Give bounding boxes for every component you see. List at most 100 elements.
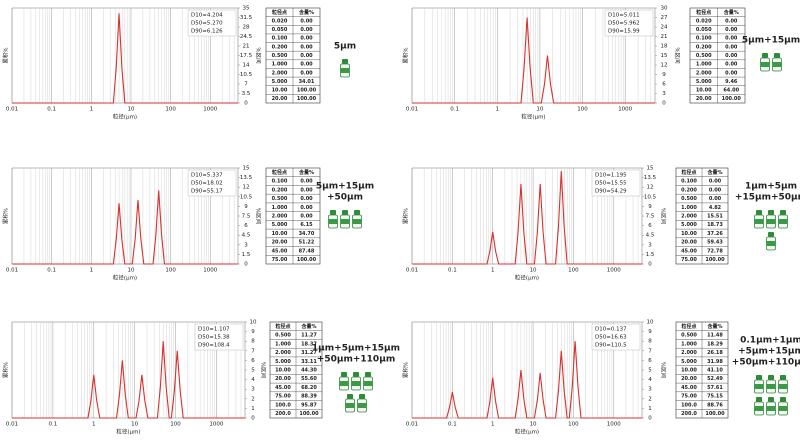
- table-cell: 1.000: [275, 341, 291, 347]
- table-cell: 11.48: [707, 333, 723, 339]
- table-cell: 20.00: [696, 96, 712, 102]
- annotation: D10=4.204: [191, 13, 223, 19]
- distribution-line: [412, 171, 642, 265]
- x-tick-label: 10: [530, 268, 537, 274]
- table-cell: 100.00: [722, 96, 742, 102]
- table-cell: 0.00: [300, 53, 313, 59]
- table-header: 粒径点: [275, 323, 290, 330]
- table-cell: 5.000: [681, 222, 697, 228]
- x-tick-label: 1000: [618, 107, 632, 113]
- table-cell: 100.0: [681, 402, 697, 408]
- bottle-label: [363, 381, 373, 386]
- x-tick-label: 0.1: [448, 268, 457, 274]
- table-cell: 0.00: [300, 27, 313, 33]
- x-tick-label: 0.01: [6, 422, 18, 428]
- bottle-label: [778, 384, 788, 389]
- bottle-label: [340, 219, 350, 224]
- bottle-cap: [342, 210, 348, 215]
- table-cell: 0.200: [272, 187, 288, 193]
- bottle-label: [328, 219, 338, 224]
- x-tick-label: 1: [496, 107, 500, 113]
- table-cell: 59.43: [707, 240, 723, 246]
- bottle-label: [351, 381, 361, 386]
- table-cell: 0.00: [300, 179, 313, 185]
- annotation: D90=6.126: [191, 29, 223, 35]
- table-cell: 0.500: [275, 333, 291, 339]
- table-cell: 9.46: [725, 79, 738, 85]
- y2-tick-label: 5: [251, 368, 255, 374]
- table-cell: 0.00: [709, 196, 722, 202]
- table-cell: 0.00: [300, 214, 313, 220]
- table-cell: 1.000: [681, 341, 697, 347]
- y2-tick-label: 31.5: [240, 15, 253, 21]
- table-cell: 2.000: [696, 70, 712, 76]
- bottle-cap: [756, 210, 762, 215]
- table-cell: 0.500: [681, 333, 697, 339]
- table-header: 含量%: [723, 9, 739, 16]
- x-tick-label: 0.1: [47, 268, 56, 274]
- y2-tick-label: 0: [648, 262, 652, 268]
- product-label: +5μm+15μm: [738, 347, 800, 357]
- y2-tick-label: 1: [251, 406, 255, 412]
- x-tick-label: 1: [90, 268, 94, 274]
- bottle-cap: [354, 210, 360, 215]
- x-tick-label: 10: [127, 107, 134, 113]
- table-cell: 1.000: [681, 205, 697, 211]
- table-cell: 6.15: [300, 222, 313, 228]
- y2-tick-label: 3: [648, 242, 652, 248]
- y2-tick-label: 1: [648, 406, 652, 412]
- distribution-line: [12, 190, 238, 265]
- x-axis-label: 粒径(μm): [521, 113, 545, 121]
- y2-tick-label: 35: [243, 6, 250, 12]
- x-tick-label: 0.01: [6, 268, 18, 274]
- table-cell: 100.00: [705, 411, 725, 417]
- annotation-box: [187, 9, 237, 37]
- bottle-cap: [342, 59, 348, 64]
- table-cell: 11.27: [301, 333, 317, 339]
- x-tick-label: 1000: [607, 422, 621, 428]
- x-tick-label: 0.1: [450, 107, 459, 113]
- y2-tick-label: 3: [244, 242, 248, 248]
- bottle-label: [778, 219, 788, 224]
- y2-tick-label: 0: [648, 416, 652, 422]
- y2-tick-label: 21: [661, 34, 668, 40]
- table-cell: 2.000: [272, 70, 288, 76]
- y2-tick-label: 2: [251, 396, 255, 402]
- x-tick-label: 0.1: [49, 422, 58, 428]
- table-cell: 0.050: [272, 27, 288, 33]
- table-cell: 75.00: [272, 257, 288, 263]
- y2-tick-label: 24: [661, 25, 668, 31]
- y2-tick-label: 28: [243, 25, 250, 31]
- bottle-label: [345, 403, 355, 408]
- table-cell: 5.000: [272, 222, 288, 228]
- y2-tick-label: 27: [661, 15, 668, 21]
- annotation-box: [591, 323, 641, 351]
- bottle-label: [340, 68, 350, 73]
- table-cell: 0.020: [696, 18, 712, 24]
- table-cell: 5.000: [681, 359, 697, 365]
- y2-tick-label: 12: [647, 185, 654, 191]
- bottle-cap: [756, 397, 762, 402]
- table-cell: 20.00: [272, 240, 288, 246]
- y2-axis-label: %区间: [660, 362, 668, 378]
- table-cell: 31.27: [301, 350, 317, 356]
- table-cell: 0.00: [300, 196, 313, 202]
- bottle-label: [754, 406, 764, 411]
- annotation: D10=5.337: [191, 173, 223, 179]
- y2-tick-label: 7.5: [242, 214, 251, 220]
- annotation: D10=1.107: [198, 327, 230, 333]
- distribution-line: [412, 341, 642, 419]
- table-cell: 10.00: [681, 368, 697, 374]
- table-cell: 41.10: [707, 368, 723, 374]
- y2-tick-label: 12: [243, 185, 250, 191]
- table-cell: 75.15: [707, 394, 723, 400]
- y2-tick-label: 4: [648, 377, 652, 383]
- y2-tick-label: 15: [661, 53, 668, 59]
- product-label: 5μm: [334, 42, 356, 52]
- table-cell: 1.000: [272, 62, 288, 68]
- annotation: D90=108.4: [198, 343, 230, 349]
- product-label: +50μm+110μm: [732, 358, 800, 368]
- product-label: 1μm+5μm: [745, 182, 797, 192]
- y2-tick-label: 17.5: [240, 53, 253, 59]
- table-cell: 0.00: [725, 36, 738, 42]
